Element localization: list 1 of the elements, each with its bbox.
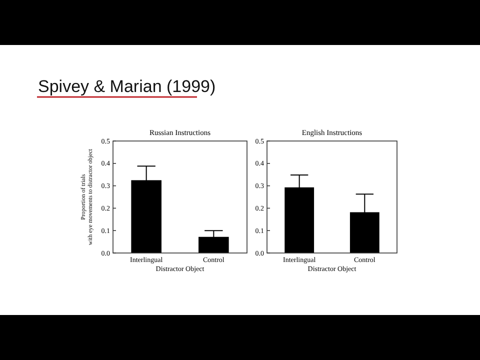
text: Spivey & Marian (1999)	[38, 77, 216, 96]
